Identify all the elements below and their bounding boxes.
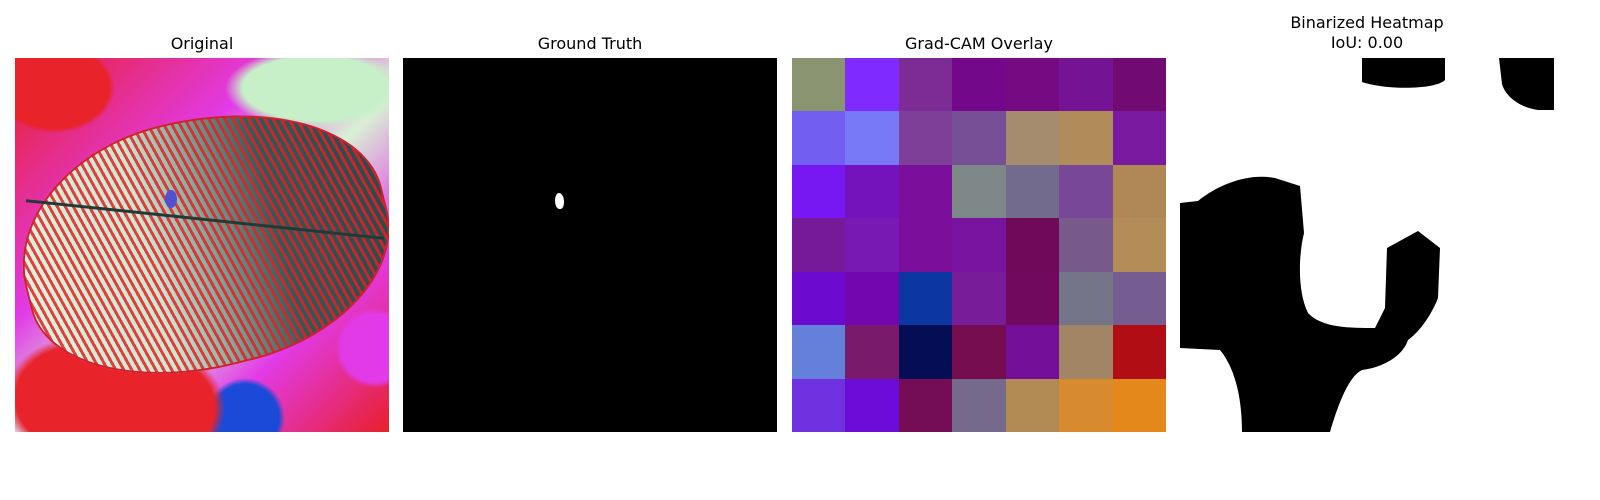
gradcam-cell [1112, 378, 1166, 432]
gradcam-cell [1112, 111, 1166, 165]
gradcam-cell [898, 58, 953, 112]
gradcam-cell [1005, 111, 1060, 165]
gradcam-cell [792, 325, 846, 379]
gradcam-cell [845, 378, 899, 432]
gradcam-cell [952, 271, 1006, 326]
gradcam-cell [845, 218, 899, 272]
gradcam-cell [1005, 218, 1060, 272]
binarized-heatmap [1180, 58, 1554, 432]
gradcam-cell [1059, 218, 1113, 272]
gradcam-cell [1112, 218, 1166, 272]
gradcam-cell [1112, 271, 1166, 326]
gradcam-cell [1005, 58, 1060, 112]
gradcam-cell [952, 164, 1006, 219]
gradcam-cell [898, 111, 953, 165]
gradcam-cell [1112, 58, 1166, 112]
gradcam-cell [1059, 164, 1113, 219]
ground-truth-mask [403, 58, 777, 432]
gradcam-cell [792, 164, 846, 219]
gradcam-cell [792, 271, 846, 326]
gradcam-cell [952, 111, 1006, 165]
ground-truth-blob [555, 193, 564, 209]
gradcam-cell [1059, 325, 1113, 379]
gradcam-cell [1059, 58, 1113, 112]
mask-region-main [1180, 176, 1440, 432]
gradcam-cell [792, 218, 846, 272]
gradcam-overlay [792, 58, 1166, 432]
gradcam-cell [898, 164, 953, 219]
gradcam-cell [845, 164, 899, 219]
gradcam-cell [952, 378, 1006, 432]
gradcam-cell [1005, 271, 1060, 326]
gradcam-cell [898, 271, 953, 326]
gradcam-cell [792, 378, 846, 432]
gradcam-cell [1112, 164, 1166, 219]
gradcam-cell [952, 218, 1006, 272]
gradcam-cell [1059, 271, 1113, 326]
gradcam-cell [952, 58, 1006, 112]
gradcam-cell [898, 325, 953, 379]
gradcam-cell [1059, 378, 1113, 432]
gradcam-cell [1059, 111, 1113, 165]
gradcam-cell [1005, 164, 1060, 219]
gradcam-cell [952, 325, 1006, 379]
binarized-title: Binarized Heatmap IoU: 0.00 [1290, 13, 1444, 52]
gradcam-cell [845, 111, 899, 165]
mask-region-top [1362, 58, 1445, 88]
lesion-spot [165, 190, 177, 208]
leaf-shape [15, 76, 389, 410]
gradcam-cell [792, 58, 846, 112]
gradcam-cell [1112, 325, 1166, 379]
mask-region-top-right [1499, 58, 1554, 110]
gradcam-cell [898, 218, 953, 272]
gradcam-cell [1005, 378, 1060, 432]
ground-truth-title: Ground Truth [537, 34, 643, 53]
original-image [15, 58, 389, 432]
gradcam-cell [792, 111, 846, 165]
gradcam-cell [898, 378, 953, 432]
original-title: Original [170, 34, 234, 53]
gradcam-title: Grad-CAM Overlay [905, 34, 1053, 53]
gradcam-cell [845, 271, 899, 326]
gradcam-cell [845, 325, 899, 379]
gradcam-cell [1005, 325, 1060, 379]
binarized-mask-svg [1180, 58, 1554, 432]
gradcam-cell [845, 58, 899, 112]
